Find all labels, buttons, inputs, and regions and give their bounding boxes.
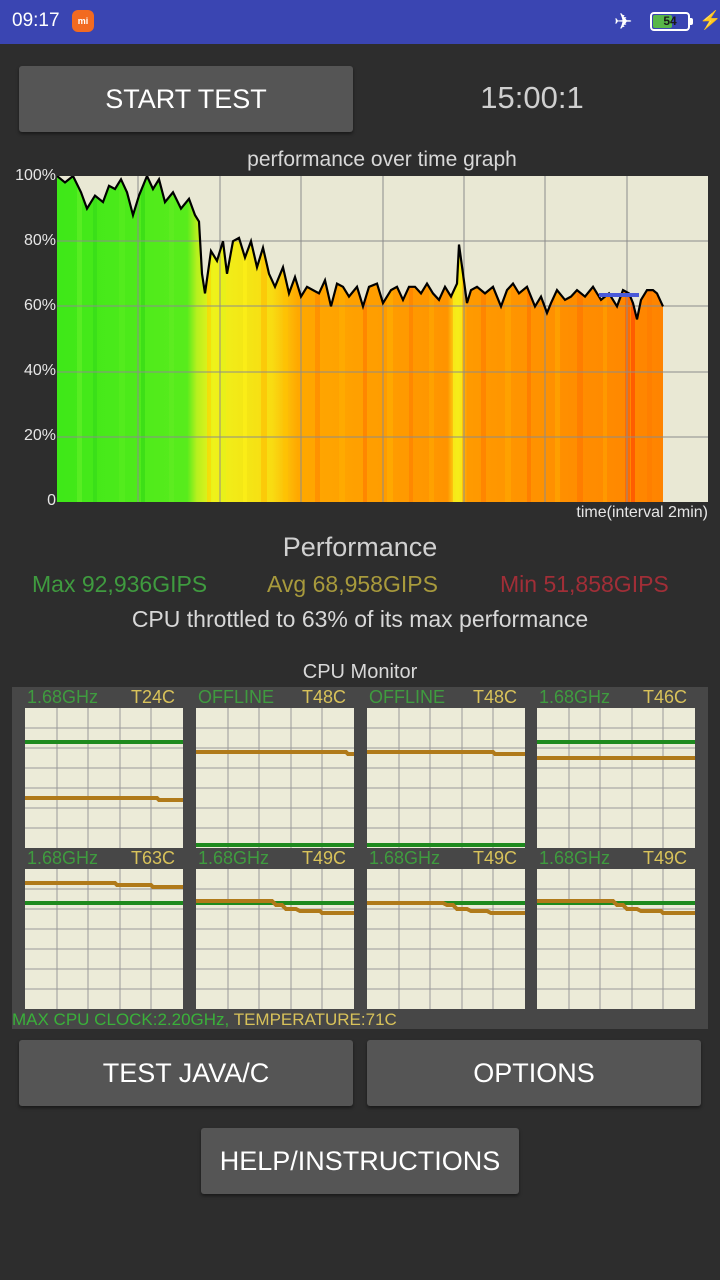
- max-performance: Max 92,936GIPS: [32, 571, 208, 597]
- graph-grid: [57, 176, 708, 502]
- core-2-freq: OFFLINE: [369, 687, 446, 707]
- core-5-temp: T49C: [301, 848, 346, 868]
- y-tick-0: 0: [47, 492, 56, 509]
- status-bar: 09:17 mi ✈ 54 ⚡: [0, 0, 720, 44]
- y-tick-100: 100%: [15, 167, 56, 184]
- charging-bolt-icon: ⚡: [699, 10, 720, 30]
- x-axis-label: time(interval 2min): [576, 504, 708, 521]
- throttle-summary: CPU throttled to 63% of its max performa…: [131, 606, 589, 632]
- test-java-c-button[interactable]: TEST JAVA/C: [19, 1040, 353, 1106]
- min-performance: Min 51,858GIPS: [500, 571, 669, 597]
- core-6-freq: 1.68GHz: [369, 848, 441, 868]
- core-0-temp: T24C: [130, 687, 175, 707]
- core-1: OFFLINE T48C: [196, 687, 354, 848]
- core-4-chart: [25, 869, 183, 1009]
- core-1-freq: OFFLINE: [198, 687, 275, 707]
- y-tick-20: 20%: [23, 427, 56, 444]
- core-3: 1.68GHz T46C: [537, 687, 695, 848]
- core-5-chart: [196, 869, 354, 1009]
- core-6: 1.68GHz T49C: [367, 848, 525, 1009]
- core-2-chart: [367, 708, 525, 848]
- core-4-temp: T63C: [130, 848, 175, 868]
- core-2: OFFLINE T48C: [367, 687, 525, 848]
- core-4: 1.68GHz T63C: [25, 848, 183, 1009]
- status-time: 09:17: [12, 10, 60, 31]
- core-0-chart: [25, 708, 183, 848]
- graph-title: performance over time graph: [247, 148, 517, 171]
- core-0: 1.68GHz T24C: [25, 687, 183, 848]
- test-timer: 15:00:1: [480, 80, 584, 115]
- cpu-temperature: TEMPERATURE:71C: [233, 1010, 397, 1029]
- max-cpu-clock: MAX CPU CLOCK:2.20GHz,: [12, 1010, 230, 1029]
- core-1-chart: [196, 708, 354, 848]
- y-tick-40: 40%: [23, 362, 56, 379]
- y-tick-80: 80%: [23, 232, 56, 249]
- core-6-chart: [367, 869, 525, 1009]
- battery-fill: [653, 15, 673, 28]
- cpu-monitor-panel: 1.68GHz T24C OFFLINE T48C OFFLINE T48C 1…: [12, 687, 708, 1029]
- cpu-info-footer: MAX CPU CLOCK:2.20GHz, TEMPERATURE:71C: [12, 1010, 397, 1030]
- core-5: 1.68GHz T49C: [196, 848, 354, 1009]
- core-1-temp: T48C: [301, 687, 346, 707]
- options-button[interactable]: OPTIONS: [367, 1040, 701, 1106]
- battery-level: 54: [663, 14, 677, 28]
- core-3-freq: 1.68GHz: [539, 687, 611, 707]
- avg-performance: Avg 68,958GIPS: [267, 571, 438, 597]
- performance-graph: [57, 176, 708, 502]
- core-0-freq: 1.68GHz: [27, 687, 99, 707]
- battery-icon: 54: [650, 12, 690, 31]
- airplane-icon: ✈: [614, 9, 633, 34]
- core-7: 1.68GHz T49C: [537, 848, 695, 1009]
- core-3-chart: [537, 708, 695, 848]
- core-6-temp: T49C: [472, 848, 517, 868]
- core-4-freq: 1.68GHz: [27, 848, 99, 868]
- core-7-temp: T49C: [642, 848, 687, 868]
- start-test-button[interactable]: START TEST: [19, 66, 353, 132]
- y-tick-60: 60%: [23, 297, 56, 314]
- core-7-freq: 1.68GHz: [539, 848, 611, 868]
- battery-tip: [690, 18, 693, 25]
- core-2-temp: T48C: [472, 687, 517, 707]
- performance-title: Performance: [282, 532, 438, 562]
- help-instructions-button[interactable]: HELP/INSTRUCTIONS: [201, 1128, 519, 1194]
- performance-line: [57, 176, 664, 320]
- core-5-freq: 1.68GHz: [198, 848, 270, 868]
- core-3-temp: T46C: [642, 687, 687, 707]
- mi-icon: mi: [72, 10, 94, 32]
- cpu-monitor-title: CPU Monitor: [302, 661, 418, 683]
- core-7-chart: [537, 869, 695, 1009]
